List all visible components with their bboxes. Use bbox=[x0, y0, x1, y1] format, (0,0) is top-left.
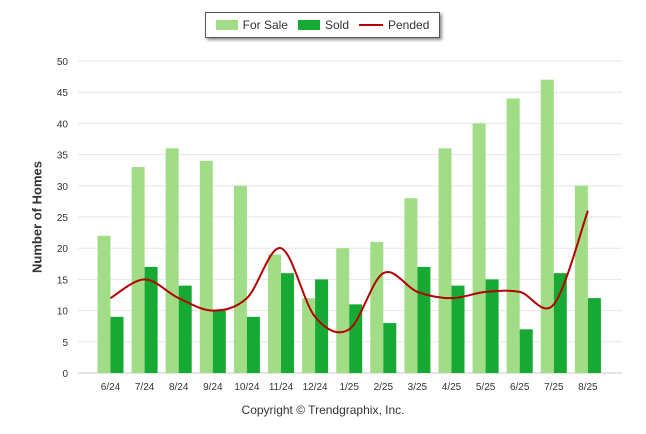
legend-item-sold[interactable]: Sold bbox=[297, 18, 349, 32]
legend-label-sold: Sold bbox=[324, 18, 349, 32]
bar-sold[interactable] bbox=[246, 316, 260, 373]
bar-sold[interactable] bbox=[383, 323, 397, 373]
legend-item-for-sale[interactable]: For Sale bbox=[215, 18, 288, 32]
x-tick-label: 7/24 bbox=[135, 382, 155, 393]
y-axis-label: Number of Homes bbox=[29, 161, 45, 273]
bar-sold[interactable] bbox=[417, 266, 431, 373]
axis-labels: 0 5 10 15 20 25 30 35 40 45 50 6/24 7/24 8/24 9/24 10/2… bbox=[57, 57, 598, 393]
y-tick-label: 5 bbox=[62, 338, 68, 349]
x-tick-label: 6/25 bbox=[510, 382, 530, 393]
bar-for-sale[interactable] bbox=[302, 298, 316, 373]
x-tick-label: 8/25 bbox=[578, 382, 598, 393]
bar-for-sale[interactable] bbox=[268, 254, 281, 373]
x-tick-label: 6/24 bbox=[101, 382, 121, 393]
bar-sold[interactable] bbox=[587, 298, 601, 373]
bar-sold[interactable] bbox=[178, 285, 192, 373]
x-tick-label: 11/24 bbox=[269, 382, 294, 393]
bar-for-sale[interactable] bbox=[574, 185, 588, 373]
y-tick-label: 45 bbox=[57, 88, 69, 99]
y-tick-label: 15 bbox=[57, 275, 69, 286]
bar-for-sale[interactable] bbox=[404, 198, 418, 373]
y-tick-label: 40 bbox=[57, 119, 69, 130]
bar-for-sale[interactable] bbox=[97, 235, 111, 373]
bar-for-sale[interactable] bbox=[472, 123, 486, 374]
x-tick-label: 10/24 bbox=[234, 382, 259, 393]
y-tick-label: 10 bbox=[57, 307, 69, 318]
bar-sold[interactable] bbox=[281, 273, 294, 373]
legend-label-pended: Pended bbox=[388, 18, 430, 32]
y-tick-label: 50 bbox=[57, 57, 69, 68]
bar-sold[interactable] bbox=[485, 279, 499, 373]
y-tick-label: 20 bbox=[57, 244, 69, 255]
y-tick-label: 25 bbox=[57, 213, 69, 224]
x-tick-label: 3/25 bbox=[408, 382, 428, 393]
bar-for-sale[interactable] bbox=[540, 79, 554, 373]
bar-for-sale[interactable] bbox=[199, 160, 213, 373]
bar-for-sale[interactable] bbox=[370, 241, 384, 373]
bars bbox=[97, 79, 601, 374]
bar-sold[interactable] bbox=[212, 310, 226, 373]
y-tick-label: 0 bbox=[62, 369, 68, 380]
x-tick-label: 8/24 bbox=[169, 382, 189, 393]
bar-sold[interactable] bbox=[349, 304, 363, 373]
bar-for-sale[interactable] bbox=[233, 185, 247, 373]
for-sale-swatch bbox=[215, 20, 238, 30]
sold-swatch bbox=[297, 20, 320, 30]
y-tick-label: 30 bbox=[57, 182, 69, 193]
bar-sold[interactable] bbox=[451, 285, 465, 373]
x-tick-label: 5/25 bbox=[476, 382, 496, 393]
legend: For Sale Sold Pended bbox=[205, 12, 440, 38]
x-tick-label: 12/24 bbox=[303, 382, 328, 393]
bar-for-sale[interactable] bbox=[131, 167, 145, 373]
bar-sold[interactable] bbox=[110, 316, 124, 373]
x-tick-label: 7/25 bbox=[544, 382, 564, 393]
copyright-text: Copyright © Trendgraphix, Inc. bbox=[241, 403, 405, 417]
pended-line-layer bbox=[109, 210, 589, 334]
bar-sold[interactable] bbox=[315, 279, 329, 373]
bar-for-sale[interactable] bbox=[506, 98, 520, 373]
x-tick-label: 9/24 bbox=[203, 382, 223, 393]
pended-line[interactable] bbox=[109, 210, 589, 334]
bar-for-sale[interactable] bbox=[165, 148, 179, 373]
x-tick-label: 1/25 bbox=[339, 382, 359, 393]
bar-sold[interactable] bbox=[519, 329, 533, 373]
legend-item-pended[interactable]: Pended bbox=[359, 18, 429, 32]
bar-sold[interactable] bbox=[553, 273, 567, 373]
x-tick-label: 4/25 bbox=[442, 382, 462, 393]
bar-for-sale[interactable] bbox=[438, 148, 452, 373]
y-tick-label: 35 bbox=[57, 151, 69, 162]
legend-label-for-sale: For Sale bbox=[242, 18, 288, 32]
x-tick-label: 2/25 bbox=[374, 382, 394, 393]
pended-swatch bbox=[359, 24, 383, 26]
bar-for-sale[interactable] bbox=[336, 248, 350, 373]
bar-sold[interactable] bbox=[144, 266, 158, 373]
